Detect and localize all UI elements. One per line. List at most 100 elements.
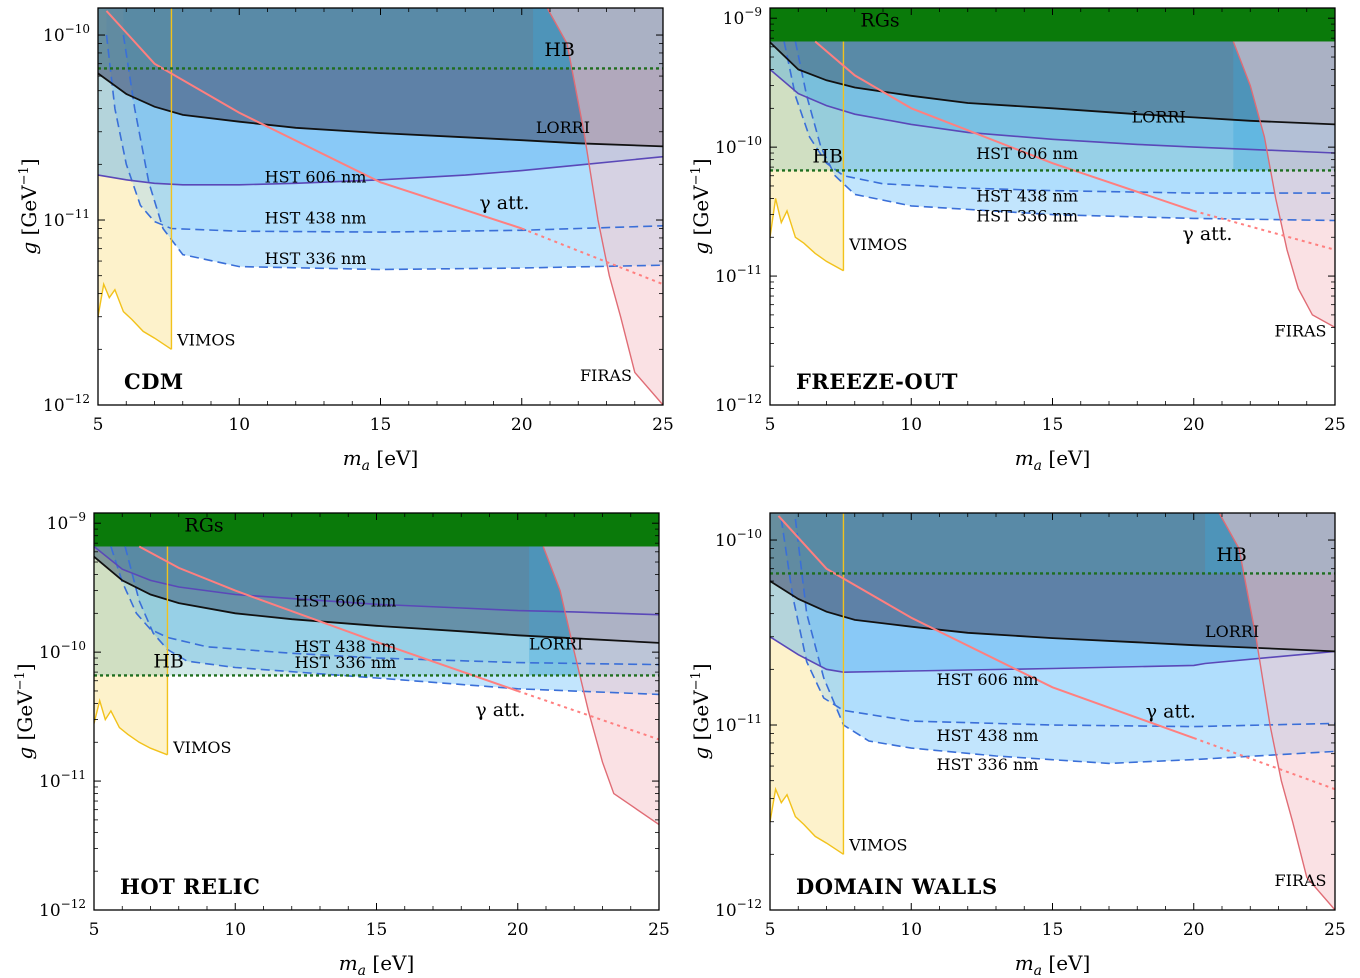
y-tick-label: 10−10: [39, 639, 86, 663]
x-axis-title: ma [eV]: [1015, 951, 1091, 978]
gamma-line: [138, 545, 519, 692]
y-tick-label-base: 10: [715, 396, 737, 416]
label-hst606: HST 606 nm: [937, 670, 1039, 689]
x-axis-subscript: a: [358, 963, 366, 978]
x-tick-label: 5: [93, 415, 104, 435]
lorri-line: [94, 556, 659, 644]
plot-area: [770, 513, 1335, 910]
x-tick-label: 20: [507, 920, 529, 940]
hst336-line: [122, 34, 663, 271]
plot-area: [770, 8, 1335, 329]
x-tick-label: 5: [765, 415, 776, 435]
y-tick-label-exp: −10: [737, 134, 762, 148]
y-axis-title: g [GeV−1]: [689, 663, 713, 759]
label-lorri: LORRI: [1205, 622, 1259, 641]
y-tick-label-exp: −10: [61, 639, 86, 653]
y-tick-label-exp: −11: [61, 768, 86, 782]
x-tick-label: 5: [765, 920, 776, 940]
label-vimos: VIMOS: [176, 330, 235, 349]
x-axis-subscript: a: [1034, 458, 1042, 474]
y-tick-label-base: 10: [715, 531, 737, 551]
y-axis-exp: −1: [689, 166, 704, 185]
y-tick-label-exp: −10: [737, 527, 762, 541]
label-gamma: γ att.: [1182, 223, 1232, 245]
y-tick-label: 10−11: [715, 712, 762, 736]
y-tick-label-exp: −12: [737, 897, 762, 911]
y-tick-label-base: 10: [47, 514, 69, 534]
label-lorri: LORRI: [529, 634, 583, 653]
firas-line: [1218, 513, 1335, 910]
firas-region: [1219, 513, 1335, 910]
hst438-line: [110, 546, 659, 666]
label-hb: HB: [153, 651, 184, 673]
y-tick-label-exp: −9: [68, 510, 86, 524]
y-tick-label-base: 10: [39, 643, 61, 663]
y-axis-exp: −1: [17, 166, 32, 185]
y-axis-unit: [GeV: [17, 185, 41, 242]
label-rgs: RGs: [184, 515, 223, 537]
firas-region: [1233, 8, 1335, 328]
x-axis-title: ma [eV]: [1015, 446, 1091, 474]
x-axis-symbol: m: [343, 446, 362, 470]
y-tick-label: 10−12: [43, 392, 90, 416]
label-hst336: HST 336 nm: [976, 207, 1078, 226]
y-axis-exp: −1: [13, 671, 28, 690]
label-hst438: HST 438 nm: [937, 726, 1039, 745]
hst336-line: [124, 546, 659, 696]
y-axis-title: g [GeV−1]: [17, 158, 41, 254]
hst336-line: [794, 518, 1335, 765]
x-tick-label: 20: [1183, 920, 1205, 940]
y-tick-label-base: 10: [715, 267, 737, 287]
x-tick-label: 25: [1324, 920, 1346, 940]
label-hst438: HST 438 nm: [265, 208, 367, 227]
panel-title: CDM: [124, 369, 184, 394]
x-axis-subscript: a: [1034, 963, 1042, 978]
label-hst438: HST 438 nm: [976, 186, 1078, 205]
x-tick-label: 15: [366, 920, 388, 940]
y-axis-close: ]: [17, 158, 41, 166]
label-vimos: VIMOS: [848, 835, 907, 854]
plot-area: [94, 513, 659, 826]
x-axis-unit: [eV]: [366, 951, 414, 975]
x-axis-symbol: m: [1015, 446, 1034, 470]
x-tick-label: 10: [900, 415, 922, 435]
y-tick-label-exp: −11: [65, 207, 90, 221]
y-axis-exp: −1: [689, 671, 704, 690]
y-axis-title: g [GeV−1]: [13, 663, 37, 759]
vimos-line: [770, 198, 844, 272]
y-axis-symbol: g: [689, 242, 713, 255]
x-axis-subscript: a: [362, 458, 370, 474]
x-tick-label: 10: [224, 920, 246, 940]
label-hst606: HST 606 nm: [976, 144, 1078, 163]
y-tick-label: 10−12: [715, 897, 762, 921]
x-axis-symbol: m: [1015, 951, 1034, 975]
y-axis-symbol: g: [689, 747, 713, 760]
x-tick-label: 25: [648, 920, 670, 940]
panel-title: HOT RELIC: [120, 874, 260, 899]
y-tick-label-base: 10: [715, 138, 737, 158]
y-tick-label: 10−11: [43, 207, 90, 231]
x-tick-label: 10: [900, 920, 922, 940]
y-tick-label-exp: −12: [737, 392, 762, 406]
y-tick-label-exp: −12: [65, 392, 90, 406]
x-axis-unit: [eV]: [370, 446, 418, 470]
label-vimos: VIMOS: [172, 738, 231, 757]
vimos-line: [94, 698, 168, 756]
gamma-line: [105, 10, 523, 230]
y-tick-label-exp: −12: [61, 897, 86, 911]
firas-region: [543, 513, 659, 825]
label-firas: FIRAS: [1275, 321, 1327, 340]
firas-region: [547, 8, 663, 405]
hst438-line: [783, 41, 1335, 194]
y-axis-symbol: g: [13, 747, 37, 760]
label-gamma: γ att.: [475, 699, 525, 721]
label-hst438: HST 438 nm: [295, 637, 397, 656]
y-tick-label-exp: −9: [744, 5, 762, 19]
x-tick-label: 5: [89, 920, 100, 940]
label-hst336: HST 336 nm: [937, 755, 1039, 774]
y-tick-label-exp: −11: [737, 263, 762, 277]
